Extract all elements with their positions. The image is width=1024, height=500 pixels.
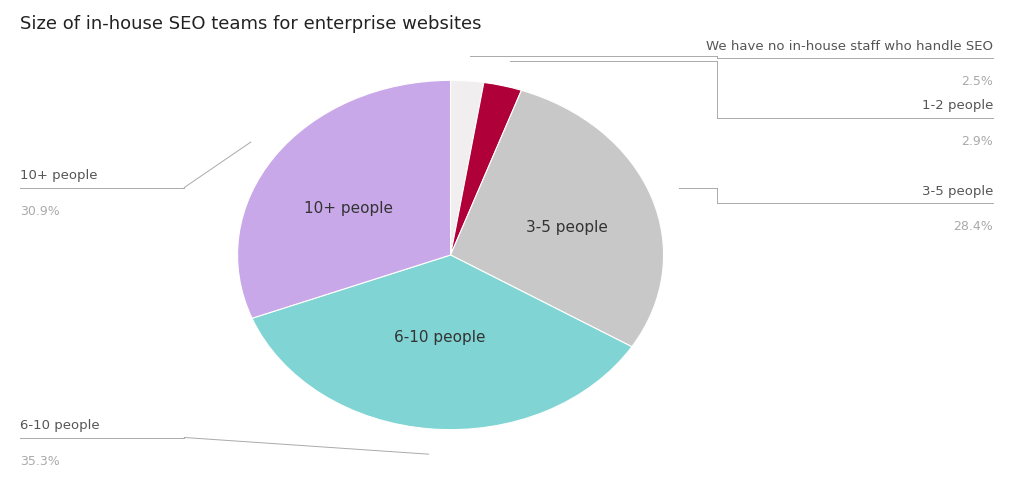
Wedge shape — [252, 255, 632, 430]
Text: 30.9%: 30.9% — [20, 205, 60, 218]
Text: 1-2 people: 1-2 people — [922, 100, 993, 112]
Text: 6-10 people: 6-10 people — [393, 330, 485, 345]
Text: Size of in-house SEO teams for enterprise websites: Size of in-house SEO teams for enterpris… — [20, 15, 482, 33]
Wedge shape — [451, 82, 521, 255]
Text: 10+ people: 10+ people — [20, 170, 98, 182]
Text: 35.3%: 35.3% — [20, 455, 60, 468]
Text: 3-5 people: 3-5 people — [922, 184, 993, 198]
Wedge shape — [451, 90, 664, 346]
Wedge shape — [451, 80, 484, 255]
Text: 2.9%: 2.9% — [962, 135, 993, 148]
Wedge shape — [238, 80, 451, 318]
Text: We have no in-house staff who handle SEO: We have no in-house staff who handle SEO — [707, 40, 993, 52]
Text: 3-5 people: 3-5 people — [526, 220, 608, 235]
Text: 2.5%: 2.5% — [962, 75, 993, 88]
Text: 28.4%: 28.4% — [953, 220, 993, 233]
Text: 6-10 people: 6-10 people — [20, 420, 100, 432]
Text: 10+ people: 10+ people — [304, 200, 393, 216]
